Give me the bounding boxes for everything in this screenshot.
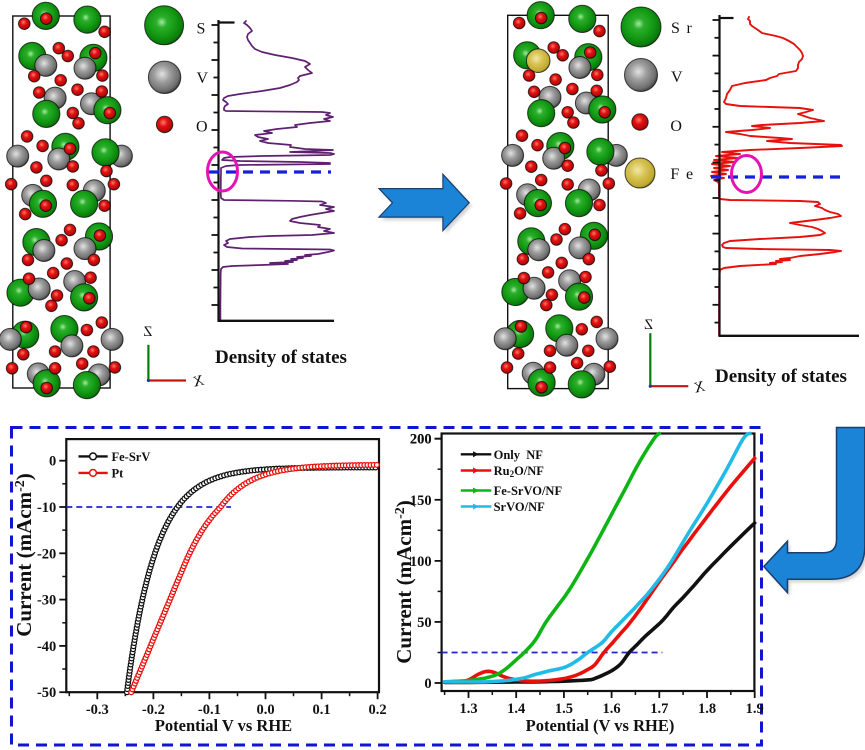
svg-text:Pt: Pt — [112, 467, 125, 481]
svg-text:Potential V vs RHE: Potential V vs RHE — [155, 716, 292, 735]
svg-text:0: 0 — [49, 454, 56, 470]
svg-text:-30: -30 — [37, 593, 56, 609]
svg-text:V: V — [671, 69, 683, 86]
svg-text:Potential (V vs RHE): Potential (V vs RHE) — [526, 716, 675, 735]
svg-text:-50: -50 — [37, 685, 56, 701]
svg-text:-20: -20 — [37, 546, 56, 562]
svg-text:Current (mAcm-2): Current (mAcm-2) — [12, 473, 36, 637]
svg-text:50: 50 — [417, 615, 432, 631]
svg-text:Current (mAcm-2): Current (mAcm-2) — [392, 500, 416, 664]
svg-text:r: r — [687, 20, 693, 37]
svg-text:S: S — [197, 20, 206, 37]
svg-text:0.0: 0.0 — [256, 702, 274, 718]
svg-text:200: 200 — [410, 432, 432, 448]
svg-text:0.2: 0.2 — [369, 702, 387, 718]
svg-text:200: 200 — [410, 432, 432, 448]
svg-text:V: V — [197, 70, 209, 87]
svg-text:150: 150 — [410, 493, 432, 509]
svg-text:Ru2O/NF: Ru2O/NF — [494, 464, 545, 479]
svg-text:1.4: 1.4 — [507, 701, 525, 717]
svg-text:-0.1: -0.1 — [198, 702, 221, 718]
svg-text:F: F — [670, 166, 679, 183]
svg-text:1.6: 1.6 — [603, 701, 621, 717]
svg-text:0: 0 — [424, 676, 431, 692]
svg-text:Fe-SrV: Fe-SrV — [112, 450, 151, 464]
svg-text:S: S — [671, 20, 680, 37]
svg-text:Density of states: Density of states — [715, 366, 847, 387]
svg-text:O: O — [196, 119, 208, 136]
svg-text:1.8: 1.8 — [698, 701, 716, 717]
svg-text:O: O — [670, 118, 682, 135]
svg-text:100: 100 — [410, 554, 432, 570]
svg-text:Z: Z — [143, 324, 152, 340]
svg-text:SrVO/NF: SrVO/NF — [494, 500, 545, 514]
svg-text:-40: -40 — [37, 639, 56, 655]
svg-text:0.1: 0.1 — [313, 702, 331, 718]
svg-text:X: X — [191, 373, 206, 391]
svg-text:-0.3: -0.3 — [86, 702, 109, 718]
svg-text:1.5: 1.5 — [555, 701, 573, 717]
svg-text:1.3: 1.3 — [459, 701, 477, 717]
svg-text:X: X — [692, 379, 707, 397]
svg-text:Density of states: Density of states — [215, 347, 347, 368]
svg-text:Fe-SrVO/NF: Fe-SrVO/NF — [494, 484, 563, 498]
svg-text:e: e — [686, 166, 693, 183]
svg-text:-0.2: -0.2 — [142, 702, 165, 718]
svg-text:1.7: 1.7 — [650, 701, 668, 717]
svg-text:1.9: 1.9 — [746, 701, 764, 717]
svg-text:Z: Z — [644, 317, 653, 333]
svg-text:Only NF: Only NF — [494, 448, 544, 462]
svg-text:-10: -10 — [37, 500, 56, 516]
